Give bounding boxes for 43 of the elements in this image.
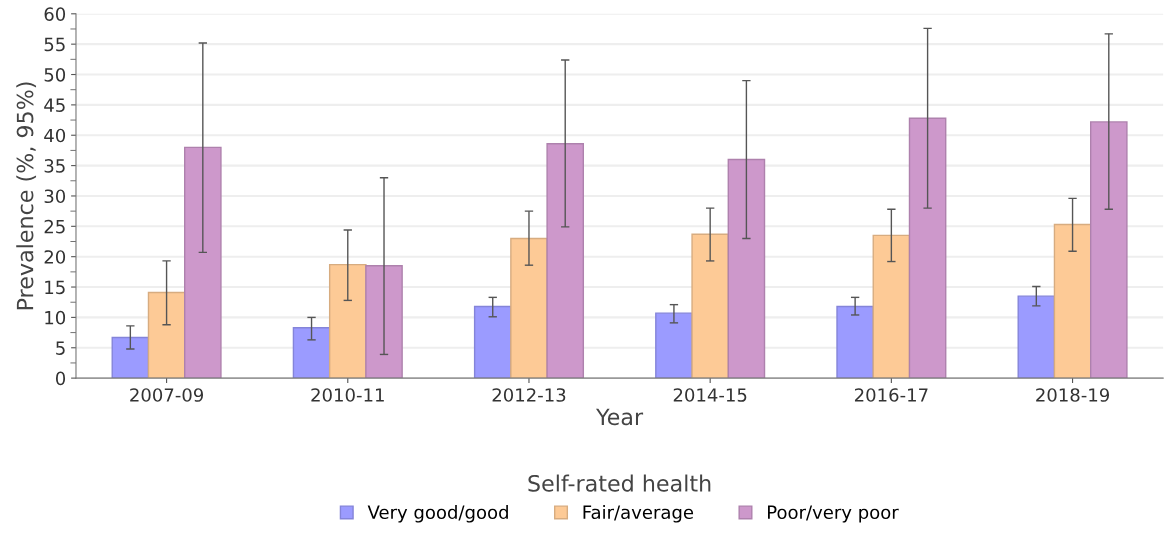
x-tick-label: 2007-09 xyxy=(130,388,204,402)
legend-label: Very good/good xyxy=(367,505,508,523)
bar xyxy=(1017,295,1056,379)
bar xyxy=(292,327,331,379)
bar xyxy=(655,312,693,379)
y-tick-label: 15 xyxy=(45,280,65,295)
x-tick-label: 2018-19 xyxy=(1036,388,1110,402)
bar xyxy=(691,233,729,379)
bar xyxy=(727,158,766,379)
y-tick-label: 20 xyxy=(44,250,66,264)
legend-title: Self-rated health xyxy=(528,474,711,492)
bar xyxy=(1089,121,1128,379)
x-tick-label: 2014-15 xyxy=(673,388,747,402)
bar xyxy=(546,143,585,379)
legend-label: Poor/very poor xyxy=(768,505,899,523)
bar xyxy=(473,305,512,379)
bar xyxy=(365,265,403,379)
y-tick-label: 40 xyxy=(44,128,66,143)
y-tick-label: 35 xyxy=(44,159,65,173)
x-tick-label: 2010-11 xyxy=(311,388,384,402)
bar xyxy=(872,234,911,379)
y-tick-label: 0 xyxy=(55,371,66,386)
y-tick-label: 10 xyxy=(45,310,66,325)
y-tick-label: 45 xyxy=(44,98,65,112)
bar xyxy=(1053,223,1092,379)
bar xyxy=(184,146,222,379)
y-axis-title: Prevalence (%, 95%) xyxy=(16,82,37,310)
bar xyxy=(836,305,874,379)
bar xyxy=(328,263,367,379)
x-axis-title: Year xyxy=(596,408,644,426)
bar xyxy=(510,237,548,379)
y-tick-label: 5 xyxy=(56,341,65,355)
y-tick-label: 55 xyxy=(44,37,65,52)
bar xyxy=(147,291,186,379)
y-tick-label: 60 xyxy=(44,7,66,21)
bar xyxy=(111,336,150,379)
y-tick-label: 25 xyxy=(44,219,65,234)
x-tick-label: 2016-17 xyxy=(854,388,928,402)
y-tick-label: 30 xyxy=(44,189,66,204)
bar xyxy=(908,117,947,379)
y-tick-label: 50 xyxy=(44,67,66,82)
legend-label: Fair/average xyxy=(583,505,694,523)
x-tick-label: 2012-13 xyxy=(492,388,566,402)
